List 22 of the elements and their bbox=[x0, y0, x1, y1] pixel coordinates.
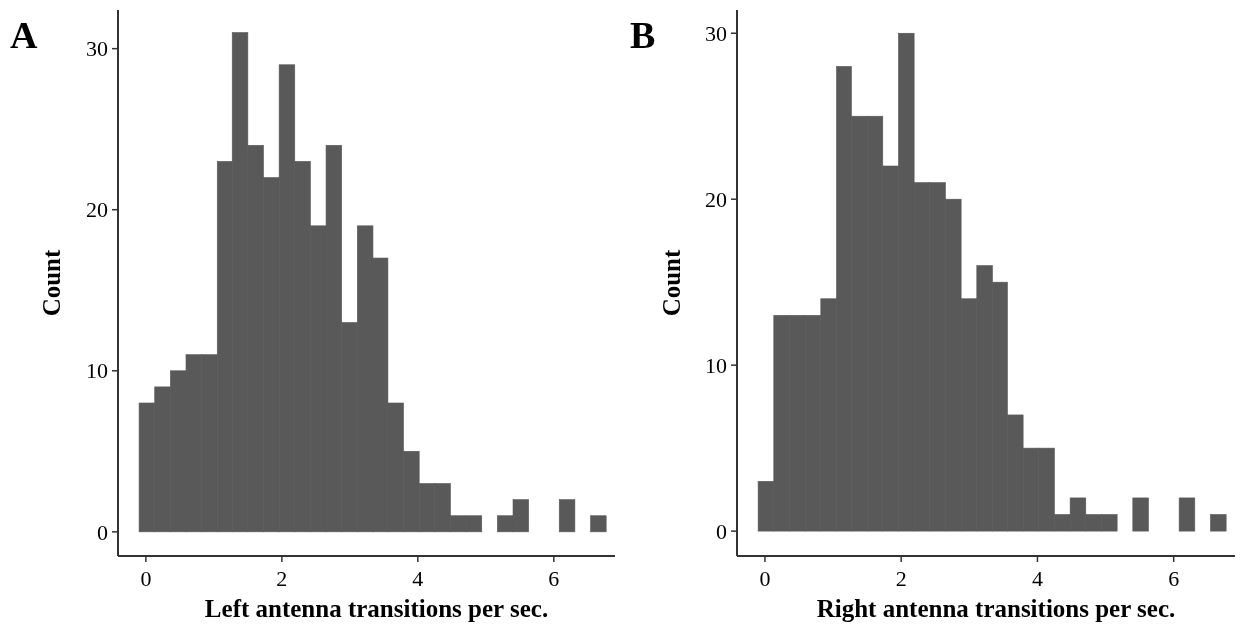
y-tick-label: 20 bbox=[86, 197, 108, 223]
x-tick-label: 2 bbox=[276, 566, 288, 591]
x-tick-label: 4 bbox=[1031, 566, 1043, 591]
y-axis-title: Count bbox=[658, 248, 685, 317]
x-tick-label: 6 bbox=[1168, 566, 1180, 591]
chart-title: A bbox=[10, 14, 38, 56]
x-axis-title: Right antenna transitions per sec. bbox=[816, 595, 1176, 622]
y-tick-label: 20 bbox=[705, 186, 727, 212]
y-tick-label: 0 bbox=[716, 518, 727, 544]
y-tick-label: 30 bbox=[705, 20, 727, 46]
y-axis-title: Count bbox=[38, 248, 65, 317]
y-tick-label: 0 bbox=[97, 519, 108, 545]
x-tick-label: 4 bbox=[412, 566, 424, 591]
x-tick-label: 0 bbox=[140, 566, 152, 591]
y-tick-label: 10 bbox=[86, 358, 108, 384]
y-tick-label: 10 bbox=[705, 352, 727, 378]
x-tick-label: 6 bbox=[548, 566, 560, 591]
x-tick-label: 0 bbox=[759, 566, 771, 591]
chart-title: B bbox=[630, 14, 656, 56]
x-tick-label: 2 bbox=[895, 566, 907, 591]
x-axis-title: Left antenna transitions per sec. bbox=[204, 595, 549, 622]
y-tick-label: 30 bbox=[86, 36, 108, 62]
